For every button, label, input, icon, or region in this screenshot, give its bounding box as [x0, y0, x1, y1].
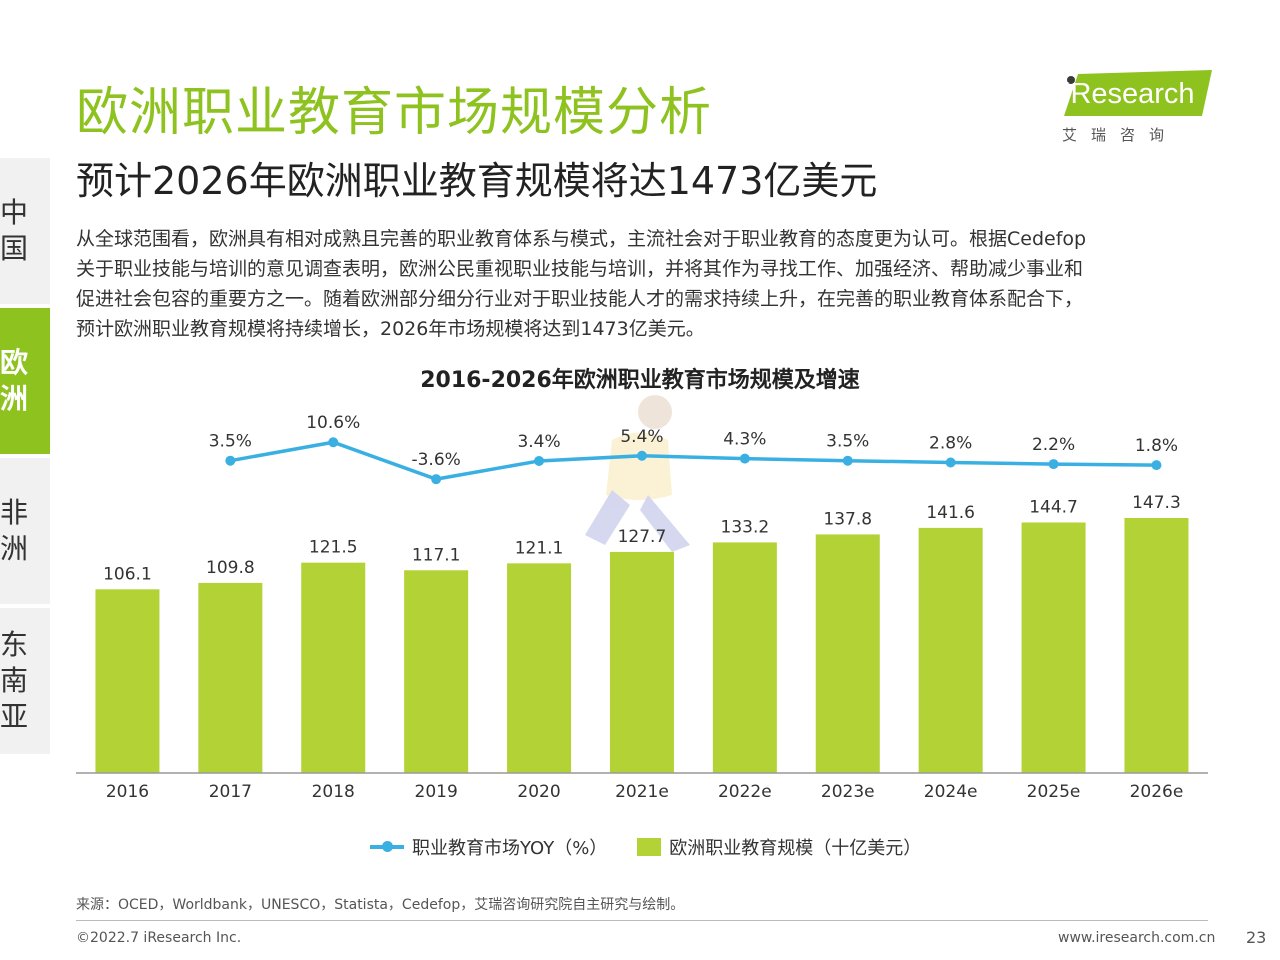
bar-value-label: 147.3	[1132, 493, 1181, 513]
yoy-value-label: 4.3%	[723, 430, 766, 450]
sidebar-tab-southeast-asia[interactable]: 东南亚	[0, 608, 50, 754]
yoy-value-label: 3.5%	[209, 432, 252, 452]
bar-2019	[404, 570, 469, 773]
yoy-point	[739, 453, 750, 464]
bar-2018	[301, 562, 366, 773]
sidebar-tab-europe[interactable]: 欧洲	[0, 308, 50, 454]
x-tick-label: 2025e	[1027, 782, 1081, 802]
yoy-point	[1048, 459, 1059, 470]
bar-value-label: 109.8	[206, 558, 255, 578]
yoy-point	[225, 455, 236, 466]
legend-bar-label: 欧洲职业教育规模（十亿美元）	[669, 838, 922, 859]
bar-value-label: 127.7	[618, 527, 667, 547]
bar-2021e	[609, 551, 674, 773]
page-title: 欧洲职业教育市场规模分析	[76, 83, 713, 143]
bar-value-label: 106.1	[103, 564, 152, 584]
yoy-line	[230, 440, 1157, 481]
bar-value-label: 141.6	[926, 503, 975, 523]
yoy-point	[945, 457, 956, 468]
page-subtitle: 预计2026年欧洲职业教育规模将达1473亿美元	[76, 159, 878, 203]
yoy-point	[842, 455, 853, 466]
yoy-value-label: 3.4%	[517, 432, 560, 452]
intro-paragraph: 从全球范围看，欧洲具有相对成熟且完善的职业教育体系与模式，主流社会对于职业教育的…	[76, 224, 1216, 344]
bar-2023e	[815, 534, 880, 773]
yoy-value-label: -3.6%	[411, 450, 460, 470]
sidebar-tab-label: 中国	[0, 196, 29, 265]
yoy-value-label: 5.4%	[620, 427, 663, 447]
bar-value-label: 144.7	[1029, 498, 1078, 518]
yoy-point	[1151, 460, 1162, 471]
sidebar-tab-china[interactable]: 中国	[0, 158, 50, 304]
logo-cn-text: 艾瑞咨询	[1062, 126, 1179, 144]
yoy-point	[328, 437, 339, 448]
yoy-value-label: 3.5%	[826, 432, 869, 452]
logo-badge	[1064, 70, 1212, 116]
yoy-value-label: 2.8%	[929, 434, 972, 454]
x-tick-label: 2021e	[615, 782, 669, 802]
x-tick-label: 2022e	[718, 782, 772, 802]
sidebar-tab-label: 欧洲	[0, 346, 29, 415]
sidebar-tab-label: 非洲	[0, 496, 29, 565]
runner-watermark	[585, 395, 690, 552]
bar-2017	[198, 582, 263, 773]
legend-line-marker	[370, 841, 404, 852]
bar-2016	[95, 589, 160, 773]
bar-2020	[507, 563, 572, 773]
x-tick-label: 2016	[106, 782, 149, 802]
sidebar-tab-label: 东南亚	[0, 628, 29, 733]
region-sidebar: 中国 欧洲 非洲 东南亚	[0, 158, 50, 758]
x-tick-label: 2023e	[821, 782, 875, 802]
paragraph-line: 从全球范围看，欧洲具有相对成熟且完善的职业教育体系与模式，主流社会对于职业教育的…	[76, 228, 1087, 250]
yoy-value-label: 10.6%	[306, 413, 360, 433]
yoy-point	[431, 474, 442, 485]
x-tick-label: 2024e	[924, 782, 978, 802]
x-tick-label: 2018	[312, 782, 355, 802]
logo-brand-text: iResearch	[1064, 78, 1195, 110]
paragraph-line: 促进社会包容的重要方之一。随着欧洲部分细分行业对于职业技能人才的需求持续上升，在…	[76, 288, 1084, 310]
bar-2026e	[1124, 518, 1189, 773]
copyright: ©2022.7 iResearch Inc.	[76, 930, 242, 946]
website-link[interactable]: www.iresearch.com.cn	[1058, 930, 1216, 946]
iresearch-logo: iResearch 艾瑞咨询	[1058, 68, 1218, 148]
x-tick-label: 2026e	[1130, 782, 1184, 802]
bar-value-label: 121.5	[309, 538, 358, 558]
yoy-value-label: 1.8%	[1135, 436, 1178, 456]
bar-value-label: 117.1	[412, 545, 461, 565]
x-tick-label: 2017	[209, 782, 252, 802]
chart-title: 2016-2026年欧洲职业教育市场规模及增速	[420, 368, 860, 393]
legend-line-label: 职业教育市场YOY（%）	[412, 838, 608, 859]
bar-2024e	[918, 527, 983, 773]
yoy-value-label: 2.2%	[1032, 435, 1075, 455]
footer-divider	[76, 920, 1208, 921]
paragraph-line: 关于职业技能与培训的意见调查表明，欧洲公民重视职业技能与培训，并将其作为寻找工作…	[76, 258, 1084, 280]
bar-2025e	[1021, 522, 1086, 773]
x-tick-label: 2020	[517, 782, 560, 802]
source-note: 来源：OCED，Worldbank，UNESCO，Statista，Cedefo…	[76, 897, 685, 913]
paragraph-line: 预计欧洲职业教育规模将持续增长，2026年市场规模将达到1473亿美元。	[76, 318, 705, 340]
bar-value-label: 133.2	[721, 517, 770, 537]
yoy-point	[534, 455, 545, 466]
page-number: 23	[1246, 928, 1267, 947]
chart-legend: 职业教育市场YOY（%） 欧洲职业教育规模（十亿美元）	[370, 834, 921, 860]
x-tick-label: 2019	[415, 782, 458, 802]
bar-value-label: 137.8	[823, 509, 872, 529]
bar-2022e	[712, 542, 777, 773]
legend-bar-marker	[637, 838, 662, 856]
bar-value-label: 121.1	[515, 538, 564, 558]
yoy-point	[636, 450, 647, 461]
sidebar-tab-africa[interactable]: 非洲	[0, 458, 50, 604]
